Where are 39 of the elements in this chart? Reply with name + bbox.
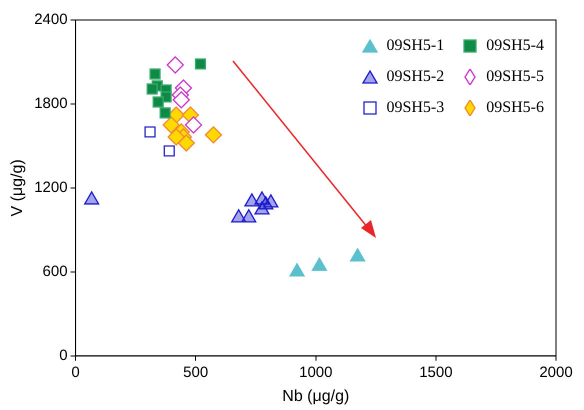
point xyxy=(164,145,175,157)
point xyxy=(350,248,366,262)
y-tick-label: 600 xyxy=(42,262,68,280)
x-tick-label: 0 xyxy=(71,364,80,381)
legend-label: 09SH5-4 xyxy=(486,36,544,54)
point xyxy=(289,263,305,276)
x-axis-title: Nb (μg/g) xyxy=(282,388,350,405)
legend-label: 09SH5-6 xyxy=(486,98,544,116)
y-axis-title: V (μg/g) xyxy=(9,159,26,217)
point xyxy=(172,91,190,109)
point xyxy=(178,134,195,152)
point xyxy=(160,107,171,119)
point xyxy=(168,128,185,146)
legend-label: 09SH5-2 xyxy=(386,68,444,86)
point xyxy=(149,68,161,80)
x-tick-label: 2000 xyxy=(539,364,573,381)
point xyxy=(312,258,327,271)
y-tick-label: 0 xyxy=(59,346,68,364)
x-tick-label: 1500 xyxy=(419,364,453,381)
point xyxy=(152,96,164,108)
point xyxy=(146,83,158,95)
y-tick-label: 2400 xyxy=(34,11,68,28)
x-tick-label: 500 xyxy=(183,364,208,381)
point xyxy=(241,209,256,222)
legend-label: 09SH5-5 xyxy=(486,68,544,86)
point xyxy=(84,191,100,205)
point xyxy=(184,116,202,134)
y-tick-label: 1800 xyxy=(34,95,68,112)
legend-label: 09SH5-1 xyxy=(386,36,444,54)
point xyxy=(144,126,156,138)
point xyxy=(194,58,206,70)
point xyxy=(162,116,180,134)
point xyxy=(166,56,184,74)
point xyxy=(204,126,222,144)
point xyxy=(244,193,260,207)
x-tick-label: 1000 xyxy=(299,364,332,381)
legend-label: 09SH5-3 xyxy=(386,98,444,116)
y-tick-label: 1200 xyxy=(34,179,68,196)
point xyxy=(254,201,270,215)
